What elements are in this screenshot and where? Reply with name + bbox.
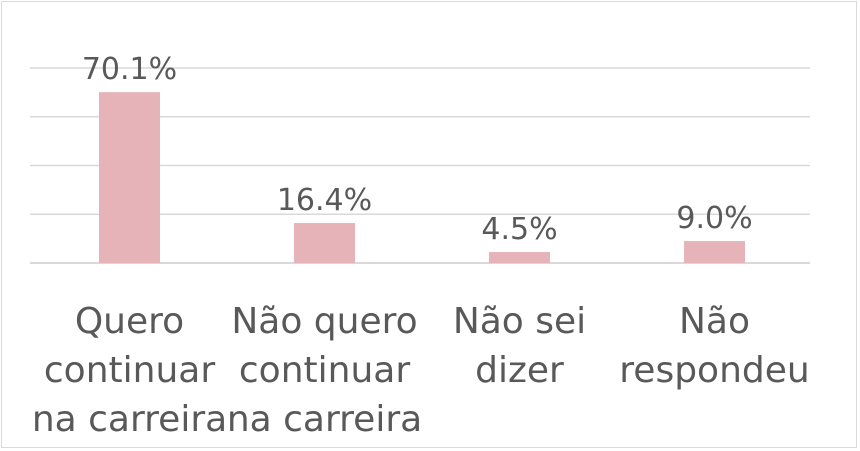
category-label: Quero continuar na carreira — [32, 301, 227, 440]
bar — [99, 92, 160, 263]
bar — [684, 241, 745, 263]
category-label-line: Não quero — [231, 301, 417, 342]
category-label-line: na carreira — [227, 399, 422, 440]
category-label-line: respondeu — [619, 350, 809, 391]
category-label-line: continuar — [44, 350, 215, 391]
category-label-line: dizer — [475, 350, 564, 391]
data-label: 70.1% — [82, 52, 177, 87]
category-label-line: Não — [679, 301, 750, 342]
bar — [294, 223, 355, 263]
data-label: 16.4% — [277, 183, 372, 218]
data-label: 9.0% — [676, 201, 752, 236]
category-label-line: Não sei — [453, 301, 586, 342]
category-label-line: Quero — [75, 301, 184, 342]
bar — [489, 252, 550, 263]
category-label: Não respondeu — [619, 301, 809, 391]
category-labels: Quero continuar na carreira Não quero contin… — [32, 301, 810, 440]
category-label: Não sei dizer — [453, 301, 586, 391]
bars — [99, 92, 745, 263]
data-labels: 70.1% 16.4% 4.5% 9.0% — [82, 52, 753, 247]
category-label-line: na carreira — [32, 399, 227, 440]
category-label-line: continuar — [239, 350, 410, 391]
category-label: Não quero continuar na carreira — [227, 301, 422, 440]
data-label: 4.5% — [481, 212, 557, 247]
